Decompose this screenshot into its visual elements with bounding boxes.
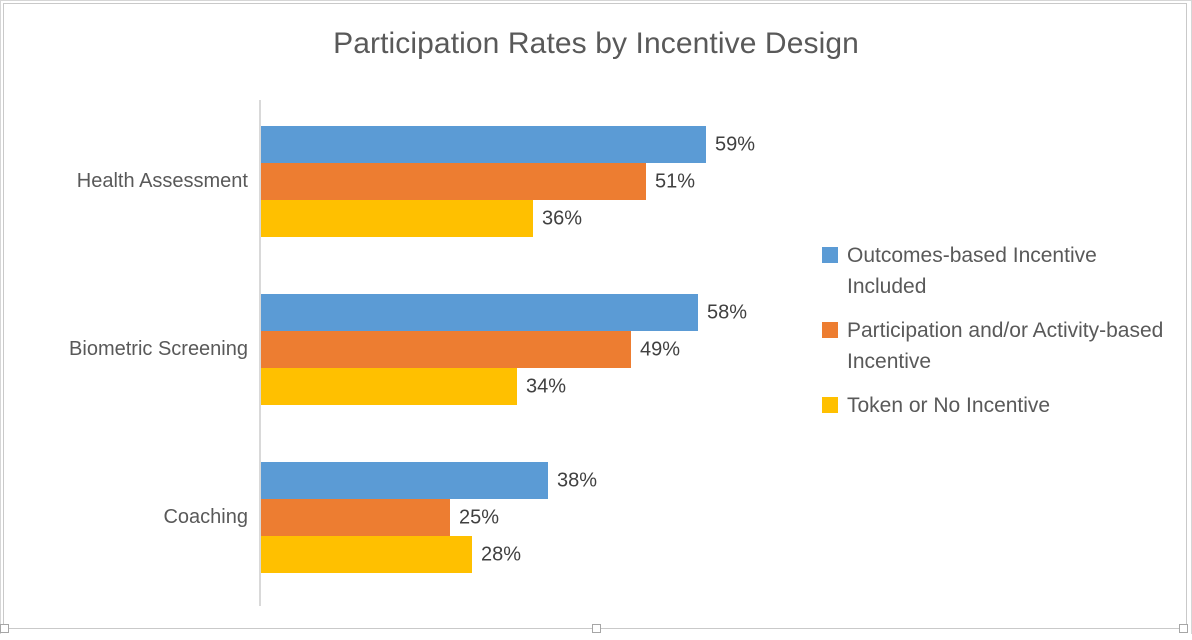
chart-legend[interactable]: Outcomes-based Incentive Included Partic… bbox=[822, 240, 1182, 434]
legend-swatch-icon bbox=[822, 247, 838, 263]
bar-participation-activity[interactable] bbox=[261, 499, 450, 536]
legend-label: Token or No Incentive bbox=[847, 394, 1051, 417]
bar-token-no-incentive[interactable] bbox=[261, 200, 533, 237]
resize-handle-bottom-right[interactable] bbox=[1179, 624, 1188, 633]
bar-value-label: 34% bbox=[526, 375, 567, 397]
legend-swatch-icon bbox=[822, 397, 838, 413]
category-label-biometric-screening: Biometric Screening bbox=[69, 338, 248, 360]
bar-value-label: 38% bbox=[557, 469, 598, 491]
bar-participation-activity[interactable] bbox=[261, 331, 631, 368]
bar-row: 25% bbox=[261, 499, 499, 536]
bar-row: 58% bbox=[261, 294, 747, 331]
bar-participation-activity[interactable] bbox=[261, 163, 646, 200]
bar-outcomes-based[interactable] bbox=[261, 462, 548, 499]
legend-item[interactable]: Token or No Incentive bbox=[822, 390, 1182, 421]
bar-row: 38% bbox=[261, 462, 597, 499]
bar-value-label: 51% bbox=[655, 170, 696, 192]
bar-row: 34% bbox=[261, 368, 566, 405]
bar-value-label: 25% bbox=[459, 506, 500, 528]
legend-item[interactable]: Participation and/or Activity-based Ince… bbox=[822, 315, 1182, 377]
bar-token-no-incentive[interactable] bbox=[261, 536, 472, 573]
chart-title: Participation Rates by Incentive Design bbox=[333, 27, 859, 60]
bar-value-label: 59% bbox=[715, 133, 756, 155]
legend-item[interactable]: Outcomes-based Incentive Included bbox=[822, 240, 1182, 302]
bar-row: 36% bbox=[261, 200, 582, 237]
bar-value-label: 49% bbox=[640, 338, 681, 360]
bar-token-no-incentive[interactable] bbox=[261, 368, 517, 405]
resize-handle-bottom-left[interactable] bbox=[0, 624, 9, 633]
bar-row: 49% bbox=[261, 331, 680, 368]
legend-label: Participation and/or Activity-based Ince… bbox=[847, 319, 1164, 373]
bar-value-label: 36% bbox=[542, 207, 583, 229]
legend-label: Outcomes-based Incentive Included bbox=[847, 244, 1097, 298]
bar-outcomes-based[interactable] bbox=[261, 126, 706, 163]
bar-row: 28% bbox=[261, 536, 521, 573]
category-label-health-assessment: Health Assessment bbox=[76, 170, 248, 192]
bar-row: 51% bbox=[261, 163, 695, 200]
resize-handle-bottom-center[interactable] bbox=[592, 624, 601, 633]
bar-row: 59% bbox=[261, 126, 755, 163]
bar-outcomes-based[interactable] bbox=[261, 294, 698, 331]
bar-value-label: 58% bbox=[707, 301, 748, 323]
value-axis-line bbox=[259, 100, 261, 606]
category-label-coaching: Coaching bbox=[163, 506, 248, 528]
legend-swatch-icon bbox=[822, 322, 838, 338]
bar-value-label: 28% bbox=[481, 543, 522, 565]
